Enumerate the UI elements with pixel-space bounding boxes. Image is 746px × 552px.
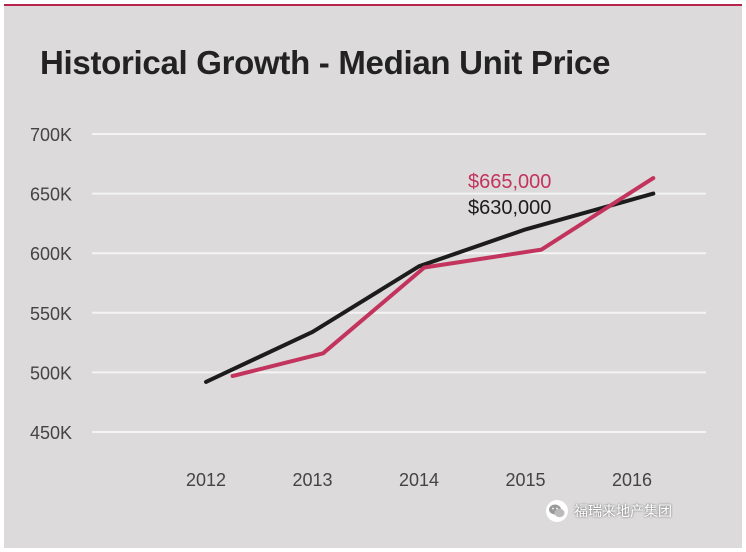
chart-card: Historical Growth - Median Unit Price 45… [4,4,742,548]
x-tick-label: 2013 [292,470,332,490]
wechat-icon [546,500,568,522]
series-layer [204,176,656,384]
x-tick-label: 2014 [399,470,439,490]
grid-layer [92,133,706,433]
y-tick-label: 550K [30,304,72,324]
y-tick-label: 600K [30,244,72,264]
chart-title: Historical Growth - Median Unit Price [40,44,611,81]
y-tick-labels: 450K 500K 550K 600K 650K 700K [30,125,72,443]
x-tick-label: 2015 [505,470,545,490]
end-value-label: $665,000 [468,171,551,193]
x-tick-label: 2016 [612,470,652,490]
data-labels: $630,000 $665,000 [468,171,551,219]
watermark-text: 福瑞来地产集团 [574,503,672,519]
y-tick-label: 450K [30,423,72,443]
y-tick-label: 650K [30,185,72,205]
end-value-label: $630,000 [468,197,551,219]
x-tick-label: 2012 [186,470,226,490]
x-tick-labels: 2012 2013 2014 2015 2016 [186,470,652,490]
series-line [230,176,656,378]
y-tick-label: 700K [30,125,72,145]
top-accent-line [4,4,742,6]
y-tick-label: 500K [30,363,72,383]
watermark: 福瑞来地产集团 [546,500,672,522]
